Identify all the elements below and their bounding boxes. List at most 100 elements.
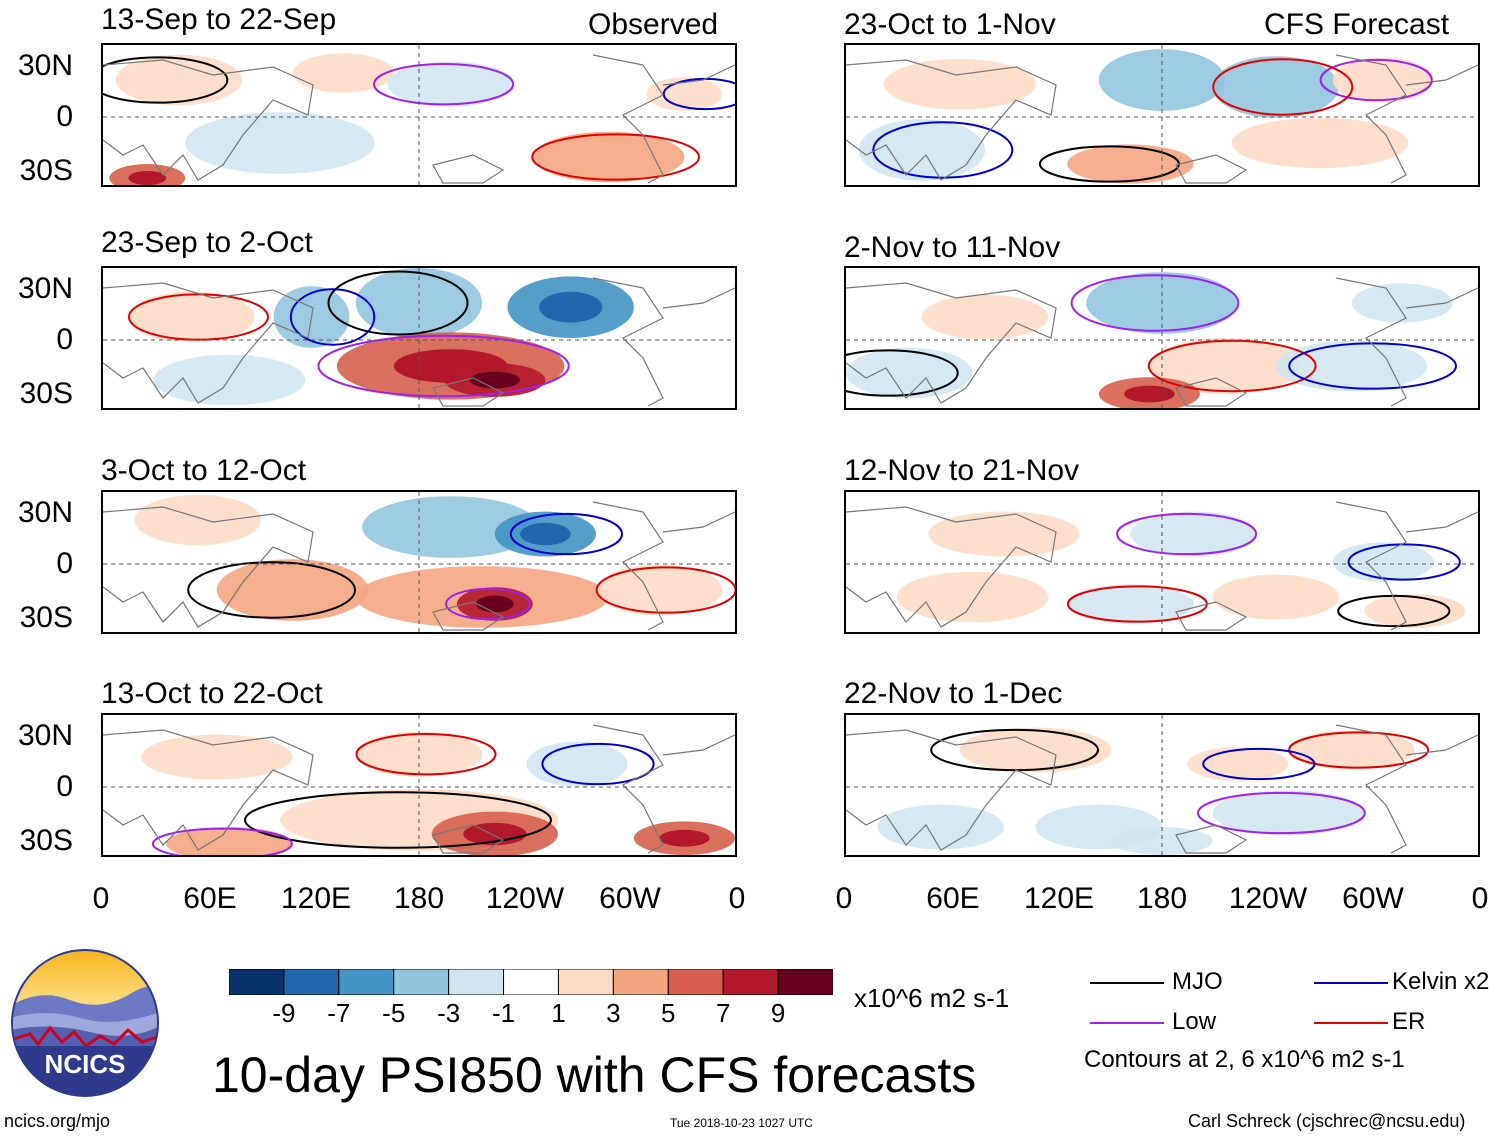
colorbar-swatch (338, 968, 395, 996)
contour-line (244, 791, 552, 849)
contour-line (531, 133, 701, 181)
anomaly-blob (883, 59, 1036, 110)
anomaly-field (846, 492, 1478, 632)
contour-line (445, 587, 531, 621)
panel-title: 13-Oct to 22-Oct (101, 677, 323, 710)
contour-line (317, 334, 570, 398)
x-tick-label: 120W (1228, 882, 1308, 915)
coastline (1175, 154, 1248, 184)
coastline (1175, 601, 1248, 631)
coastline (1335, 501, 1478, 631)
anomaly-blob (959, 727, 1112, 773)
contour-line (103, 56, 229, 104)
legend-label: Kelvin x2 (1392, 968, 1490, 995)
y-tick-label: 0 (56, 100, 73, 133)
anomaly-blob (153, 354, 306, 406)
anomaly-blob (1149, 338, 1302, 394)
x-tick-label: 120E (280, 882, 352, 915)
forecast-column-label: CFS Forecast (1264, 8, 1450, 41)
anomaly-blob (387, 61, 514, 107)
panel-title: 2-Nov to 11-Nov (844, 231, 1061, 264)
y-tick-label: 30N (17, 49, 73, 82)
contour-line (1070, 274, 1240, 332)
y-tick-label: 0 (56, 323, 73, 356)
anomaly-blob (928, 511, 1080, 557)
x-tick-label: 120E (1023, 882, 1095, 915)
anomaly-blob (216, 559, 369, 621)
anomaly-blob (1212, 790, 1365, 836)
x-tick-label: 60E (183, 882, 237, 915)
map-panel (844, 490, 1480, 634)
y-tick-label: 30N (17, 272, 73, 305)
anomaly-field (846, 715, 1478, 855)
colorbar-tick-label: 1 (551, 998, 566, 1028)
author-credit: Carl Schreck (cjschrec@ncsu.edu) (1188, 1111, 1466, 1131)
colorbar-tick-label: -9 (272, 998, 296, 1028)
anomaly-core (128, 171, 167, 185)
anomaly-core (539, 291, 603, 323)
anomaly-blob (1130, 511, 1257, 557)
contour-line (1288, 342, 1458, 390)
colorbar-swatch (667, 968, 724, 996)
contour-line (187, 561, 357, 619)
anomaly-field (846, 45, 1478, 185)
y-tick-label: 30N (17, 719, 73, 752)
anomaly-blob (1067, 144, 1194, 184)
contour-line (355, 733, 497, 776)
anomaly-core (659, 829, 710, 847)
x-tick-label: 60E (926, 882, 980, 915)
map-panel (101, 713, 737, 857)
coastline (1335, 724, 1478, 854)
coastline (432, 601, 505, 631)
anomaly-field (846, 268, 1478, 408)
contour-line (327, 270, 469, 336)
contour-line (846, 349, 959, 397)
colorbar-tick-label: 7 (715, 998, 731, 1028)
contour-line (1212, 58, 1354, 116)
colorbar-tick-label: 9 (770, 998, 786, 1028)
anomaly-blob (185, 112, 375, 174)
x-tick-label: 120W (485, 882, 565, 915)
coastline (592, 277, 735, 407)
legend-line-swatch (1090, 982, 1164, 984)
anomaly-blob (128, 291, 255, 343)
chart-title: 10-day PSI850 with CFS forecasts (212, 1047, 977, 1103)
anomaly-field (103, 45, 735, 185)
x-tick-label: 180 (1136, 882, 1188, 915)
anomaly-core (1124, 385, 1175, 403)
anomaly-blob (1212, 574, 1339, 620)
map-panel (101, 490, 737, 634)
anomaly-blob (1288, 730, 1415, 770)
contour-line (1319, 58, 1433, 102)
anomaly-blob (1351, 283, 1453, 323)
anomaly-blob (355, 731, 483, 777)
x-tick-label: 60W (1342, 882, 1404, 915)
coastline (846, 729, 1057, 851)
contour-line (1337, 594, 1451, 628)
contour-line (151, 827, 293, 855)
coastline (846, 282, 1057, 404)
contour-line (1147, 339, 1317, 393)
legend-line-swatch (1090, 1022, 1164, 1024)
contour-line (1196, 791, 1366, 835)
coastline (1335, 54, 1478, 184)
contour-line (1116, 512, 1258, 556)
x-tick-label: 60W (599, 882, 661, 915)
y-tick-label: 30S (19, 377, 73, 410)
coastline (846, 59, 1057, 181)
anomaly-blob (846, 347, 973, 399)
legend-label: Low (1172, 1008, 1217, 1035)
source-url: ncics.org/mjo (4, 1111, 111, 1131)
colorbar-swatch (228, 968, 285, 996)
contour-line (595, 566, 735, 614)
colorbar-swatches (228, 968, 834, 996)
y-tick-label: 30S (19, 154, 73, 187)
legend-label: ER (1392, 1008, 1426, 1035)
colorbar-tick-label: -3 (437, 998, 461, 1028)
contour-line (127, 293, 269, 341)
anomaly-field (103, 715, 735, 855)
panel-title: 13-Sep to 22-Sep (101, 3, 337, 36)
anomaly-blob (896, 571, 1049, 623)
anomaly-blob (595, 564, 723, 616)
panel-title: 22-Nov to 1-Dec (844, 677, 1063, 710)
